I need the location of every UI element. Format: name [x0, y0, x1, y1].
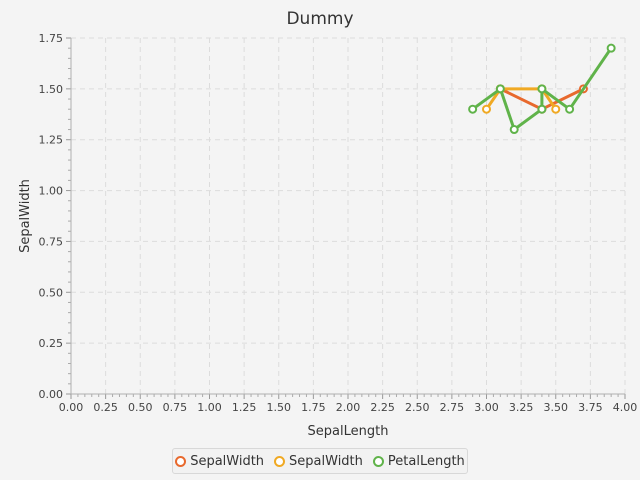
x-tick-label: 1.25	[232, 401, 257, 414]
legend-item-sepalwidth-2: SepalWidth	[274, 454, 363, 469]
x-tick-label: 1.50	[267, 401, 292, 414]
chart-title: Dummy	[286, 9, 353, 29]
data-point	[537, 104, 547, 114]
x-tick-label: 4.00	[613, 401, 638, 414]
legend-label: PetalLength	[387, 453, 465, 469]
y-axis-label: SepalWidth	[18, 179, 33, 253]
legend-marker	[372, 455, 384, 467]
x-tick-label: 0.25	[93, 401, 118, 414]
y-tick-label: 1.50	[39, 83, 64, 96]
legend-label: SepalWidth	[190, 453, 265, 469]
x-tick-label: 3.00	[474, 401, 499, 414]
legend-marker	[274, 455, 286, 467]
grid-lines	[71, 37, 626, 394]
y-tick-label: 0.00	[39, 388, 64, 401]
x-tick-label: 2.00	[336, 401, 361, 414]
data-point	[606, 43, 616, 53]
x-tick-label: 3.25	[509, 401, 534, 414]
series-layer	[468, 43, 616, 135]
tick-labels: 0.00 0.25 0.50 0.75 1.00 1.25 1.50 1.75 2.00 2.25…	[39, 32, 638, 414]
y-tick-label: 1.00	[39, 185, 64, 198]
legend-item-sepalwidth-1: SepalWidth	[175, 454, 264, 469]
series-2	[468, 43, 616, 135]
legend: SepalWidth SepalWidth PetalLength	[172, 448, 468, 474]
axes	[66, 37, 626, 399]
data-point	[537, 84, 547, 94]
data-point	[565, 104, 575, 114]
data-point	[495, 84, 505, 94]
legend-item-petallength: PetalLength	[372, 453, 465, 469]
x-tick-label: 3.50	[544, 401, 569, 414]
plot-background	[71, 38, 625, 394]
data-point	[482, 104, 491, 114]
y-tick-label: 0.75	[39, 235, 64, 248]
x-tick-label: 1.75	[301, 401, 326, 414]
x-tick-label: 3.75	[578, 401, 603, 414]
y-tick-label: 0.25	[39, 337, 64, 350]
data-point	[551, 104, 561, 114]
x-tick-label: 2.25	[370, 401, 395, 414]
plot-area	[71, 38, 625, 394]
legend-label: SepalWidth	[289, 453, 363, 469]
x-tick-label: 0.50	[128, 401, 153, 414]
x-axis-label: SepalLength	[308, 424, 389, 439]
series-line	[485, 87, 558, 111]
data-point	[468, 104, 478, 114]
x-tick-label: 1.00	[197, 401, 222, 414]
data-point	[509, 125, 519, 135]
y-tick-label: 1.75	[39, 32, 64, 45]
legend-marker	[175, 455, 187, 467]
y-tick-label: 1.25	[39, 134, 64, 147]
x-tick-label: 0.00	[59, 401, 84, 414]
x-tick-label: 0.75	[163, 401, 188, 414]
x-tick-label: 2.75	[440, 401, 465, 414]
x-tick-label: 2.50	[405, 401, 430, 414]
y-tick-label: 0.50	[39, 286, 64, 299]
